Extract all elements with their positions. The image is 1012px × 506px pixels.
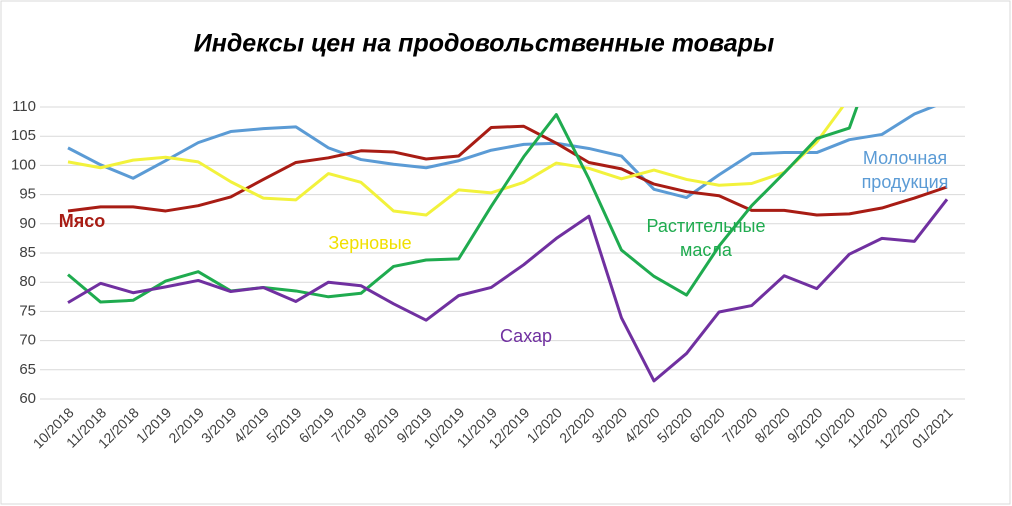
x-tick-label: 5/2020 — [654, 404, 696, 446]
y-tick-label: 70 — [19, 332, 36, 349]
y-tick-label: 105 — [11, 127, 36, 144]
y-tick-label: 110 — [12, 98, 36, 115]
chart-title: Индексы цен на продовольственные товары — [194, 30, 774, 58]
x-tick-label: 7/2019 — [328, 404, 370, 446]
y-tick-label: 95 — [19, 186, 36, 203]
series-line — [67, 107, 859, 304]
x-tick-label: 1/2020 — [523, 404, 565, 446]
x-tick-label: 2/2019 — [165, 404, 207, 446]
series-label: Молочная продукция — [861, 148, 949, 192]
series-label: Мясо — [58, 211, 106, 231]
y-tick-label: 65 — [19, 361, 36, 378]
x-tick-label: 7/2020 — [719, 404, 761, 446]
x-tick-label: 4/2019 — [230, 404, 272, 446]
x-tick-label: 3/2020 — [589, 404, 631, 446]
x-tick-label: 4/2020 — [621, 404, 663, 446]
x-tick-label: 6/2020 — [686, 404, 728, 446]
x-tick-label: 2/2020 — [556, 404, 598, 446]
x-tick-label: 6/2019 — [296, 404, 338, 446]
y-tick-label: 60 — [19, 390, 36, 407]
series-line — [67, 198, 949, 383]
plot-lines — [67, 107, 949, 383]
x-tick-label: 5/2019 — [263, 404, 305, 446]
y-tick-label: 85 — [19, 244, 36, 261]
series-label: Сахар — [499, 326, 553, 346]
series-label: Зерновые — [328, 233, 412, 253]
y-tick-label: 90 — [19, 215, 36, 232]
y-tick-label: 80 — [19, 273, 36, 290]
x-tick-label: 3/2019 — [198, 404, 240, 446]
x-tick-label: 1/2019 — [133, 404, 175, 446]
x-tick-label: 8/2020 — [751, 404, 793, 446]
series-label: Растительные масла — [646, 216, 766, 260]
y-tick-label: 100 — [11, 156, 36, 173]
series-line — [67, 107, 937, 200]
y-tick-label: 75 — [19, 302, 36, 319]
series-line — [67, 124, 948, 217]
x-tick-label: 8/2019 — [361, 404, 403, 446]
